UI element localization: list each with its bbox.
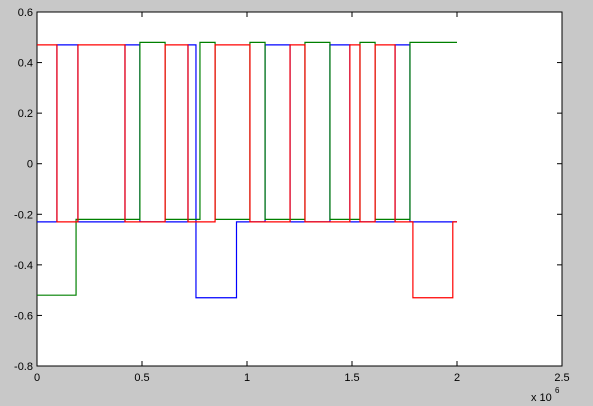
y-tick-label: 0 [27, 159, 33, 171]
y-tick-label: 0.6 [18, 7, 33, 19]
x-multiplier-exponent: 6 [555, 386, 560, 395]
y-tick-label: -0.4 [14, 260, 33, 272]
plot-area [36, 11, 563, 367]
x-tick-label: 1.5 [344, 372, 359, 384]
y-tick-label: 0.4 [18, 58, 33, 70]
y-tick-label: -0.6 [14, 310, 33, 322]
y-tick-label: -0.2 [14, 209, 33, 221]
y-tick-label: 0.2 [18, 108, 33, 120]
x-tick-label: 0.5 [134, 372, 149, 384]
x-tick-label: 0 [34, 372, 40, 384]
series-line [37, 44, 457, 299]
series-line [37, 41, 457, 296]
y-tick-label: -0.8 [14, 361, 33, 373]
x-tick-label: 2 [454, 372, 460, 384]
x-tick-label: 1 [244, 372, 250, 384]
x-multiplier: x 10 [531, 392, 552, 404]
x-tick-label: 2.5 [554, 372, 569, 384]
